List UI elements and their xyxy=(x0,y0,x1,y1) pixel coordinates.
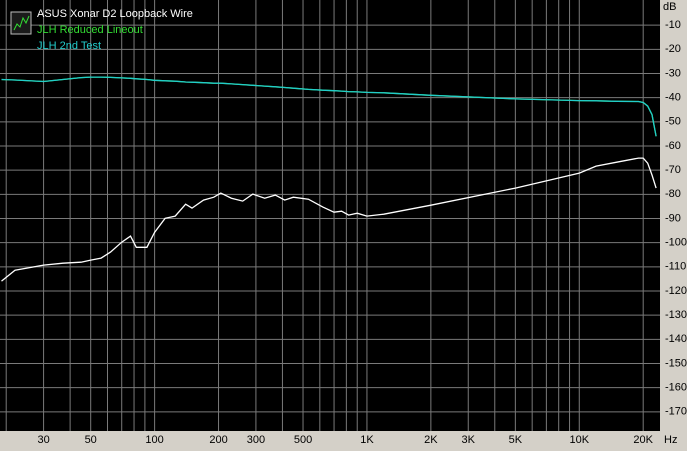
y-tick-label: -90 xyxy=(665,212,681,224)
x-tick-label: 300 xyxy=(247,434,265,446)
x-tick-label: 20K xyxy=(633,434,653,446)
legend-entry: JLH Reduced Lineout xyxy=(37,24,143,36)
y-tick-label: -70 xyxy=(665,164,681,176)
y-tick-label: -120 xyxy=(665,285,687,297)
x-tick-label: 200 xyxy=(209,434,227,446)
x-axis-label: Hz xyxy=(664,434,677,446)
x-tick-label: 2K xyxy=(424,434,438,446)
x-tick-label: 5K xyxy=(509,434,523,446)
y-tick-label: -150 xyxy=(665,357,687,369)
x-tick-label: 10K xyxy=(569,434,589,446)
grid xyxy=(0,0,660,431)
legend-entry: ASUS Xonar D2 Loopback Wire xyxy=(37,8,193,20)
x-tick-label: 3K xyxy=(462,434,476,446)
y-tick-label: -80 xyxy=(665,188,681,200)
y-tick-label: -100 xyxy=(665,237,687,249)
y-tick-label: -110 xyxy=(665,261,686,273)
x-tick-label: 1K xyxy=(360,434,374,446)
y-tick-label: -130 xyxy=(665,309,687,321)
x-tick-label: 100 xyxy=(145,434,163,446)
y-tick-label: -40 xyxy=(665,92,681,104)
y-tick-label: -50 xyxy=(665,116,681,128)
y-tick-label: -10 xyxy=(665,19,681,31)
y-tick-label: -160 xyxy=(665,382,687,394)
legend-entries: ASUS Xonar D2 Loopback Wire JLH Reduced L… xyxy=(37,8,193,52)
lines xyxy=(1,76,657,282)
x-tick-label: 500 xyxy=(294,434,312,446)
plot-area xyxy=(0,0,660,431)
series-line xyxy=(1,157,657,282)
legend-entry: JLH 2nd Test xyxy=(37,40,101,52)
x-tick-label: 50 xyxy=(85,434,97,446)
y-tick-label: -60 xyxy=(665,140,681,152)
y-tick-label: -30 xyxy=(665,67,681,79)
y-axis-label: dB xyxy=(663,1,676,13)
y-tick-label: -20 xyxy=(665,43,681,55)
y-tick-label: -140 xyxy=(665,333,687,345)
y-tick-label: -170 xyxy=(665,406,687,418)
legend xyxy=(10,11,32,35)
legend-icon-curve xyxy=(13,15,30,31)
series-line xyxy=(1,76,657,137)
x-tick-label: 30 xyxy=(37,434,49,446)
